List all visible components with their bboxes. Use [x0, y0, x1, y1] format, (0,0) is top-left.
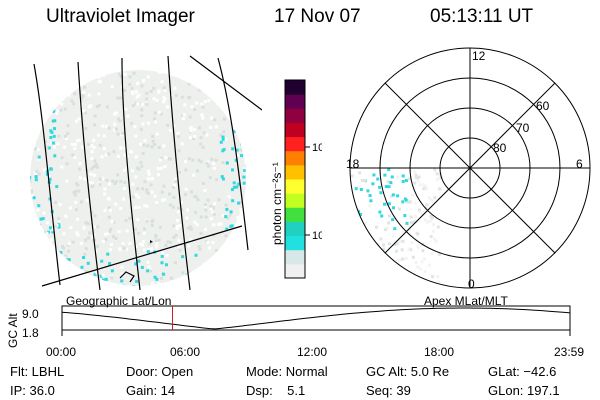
orbit-ytick-low: 1.8 [22, 326, 39, 340]
time-label: 05:13:11 UT [430, 6, 534, 27]
orbit-xtick-3: 18:00 [424, 345, 454, 358]
altitude-curve [61, 307, 571, 330]
polar-aurora-pixels [350, 168, 443, 288]
colorbar-cell [285, 94, 305, 109]
orbit-ytick-high: 9.0 [22, 307, 39, 321]
colorbar-cell [285, 263, 305, 279]
dsp-readout: Dsp: 5.1 [246, 383, 306, 398]
ip-readout: IP: 36.0 [10, 383, 55, 398]
orbit-xtick-2: 12:00 [297, 345, 327, 358]
orbit-left-title: Geographic Lat/Lon [66, 294, 172, 308]
polar-mlt-plot: 12 18 6 0 60 70 80 [346, 47, 591, 291]
lat-label-60: 60 [536, 99, 550, 113]
polar-grid [349, 47, 591, 289]
filter-readout: Flt: LBHL [10, 364, 65, 379]
orbit-xtick-0: 00:00 [46, 345, 76, 358]
lat-lon-grid [33, 55, 262, 290]
lat-label-80: 80 [493, 141, 507, 155]
colorbar-cell [285, 207, 305, 222]
mlt-label-6: 6 [576, 157, 583, 171]
intensity-colorbar: 100 10 [284, 79, 322, 279]
colorbar-tick-10: 10 [312, 230, 322, 242]
colorbar-label: photon cm⁻²s⁻¹ [270, 162, 284, 245]
gain-readout: Gain: 14 [126, 383, 176, 398]
lat-label-70: 70 [516, 121, 530, 135]
colorbar-cell [285, 179, 305, 194]
colorbar-cell [285, 150, 305, 166]
colorbar-cell [285, 164, 305, 180]
colorbar-cell [285, 80, 305, 95]
orbit-altitude-plot: 00:00 06:00 12:00 18:00 23:59 [46, 305, 584, 358]
glon-readout: GLon: 197.1 [488, 383, 560, 398]
colorbar-cell [285, 221, 305, 237]
mlt-label-12: 12 [472, 49, 486, 63]
colorbar-cell [285, 108, 305, 123]
instrument-title: Ultraviolet Imager [46, 6, 195, 27]
seq-readout: Seq: 39 [366, 383, 411, 398]
glat-readout: GLat: −42.6 [488, 364, 557, 379]
orbit-xtick-1: 06:00 [170, 345, 200, 358]
orbit-right-title: Apex MLat/MLT [424, 294, 508, 308]
door-readout: Door: Open [126, 364, 194, 379]
mlt-label-0: 0 [468, 277, 475, 291]
orbit-xtick-4: 23:59 [554, 345, 584, 358]
mode-readout: Mode: Normal [246, 364, 328, 379]
gc-alt-readout: GC Alt: 5.0 Re [366, 364, 450, 379]
colorbar-gradient [285, 80, 305, 279]
colorbar-cell [285, 235, 305, 251]
colorbar-cell [285, 249, 305, 265]
colorbar-cell [285, 122, 305, 138]
mlt-label-18: 18 [346, 157, 360, 171]
date-label: 17 Nov 07 [274, 6, 361, 27]
geographic-image [30, 55, 262, 290]
colorbar-tick-100: 100 [312, 142, 322, 154]
colorbar-cell [285, 193, 305, 208]
colorbar-cell [285, 136, 305, 152]
